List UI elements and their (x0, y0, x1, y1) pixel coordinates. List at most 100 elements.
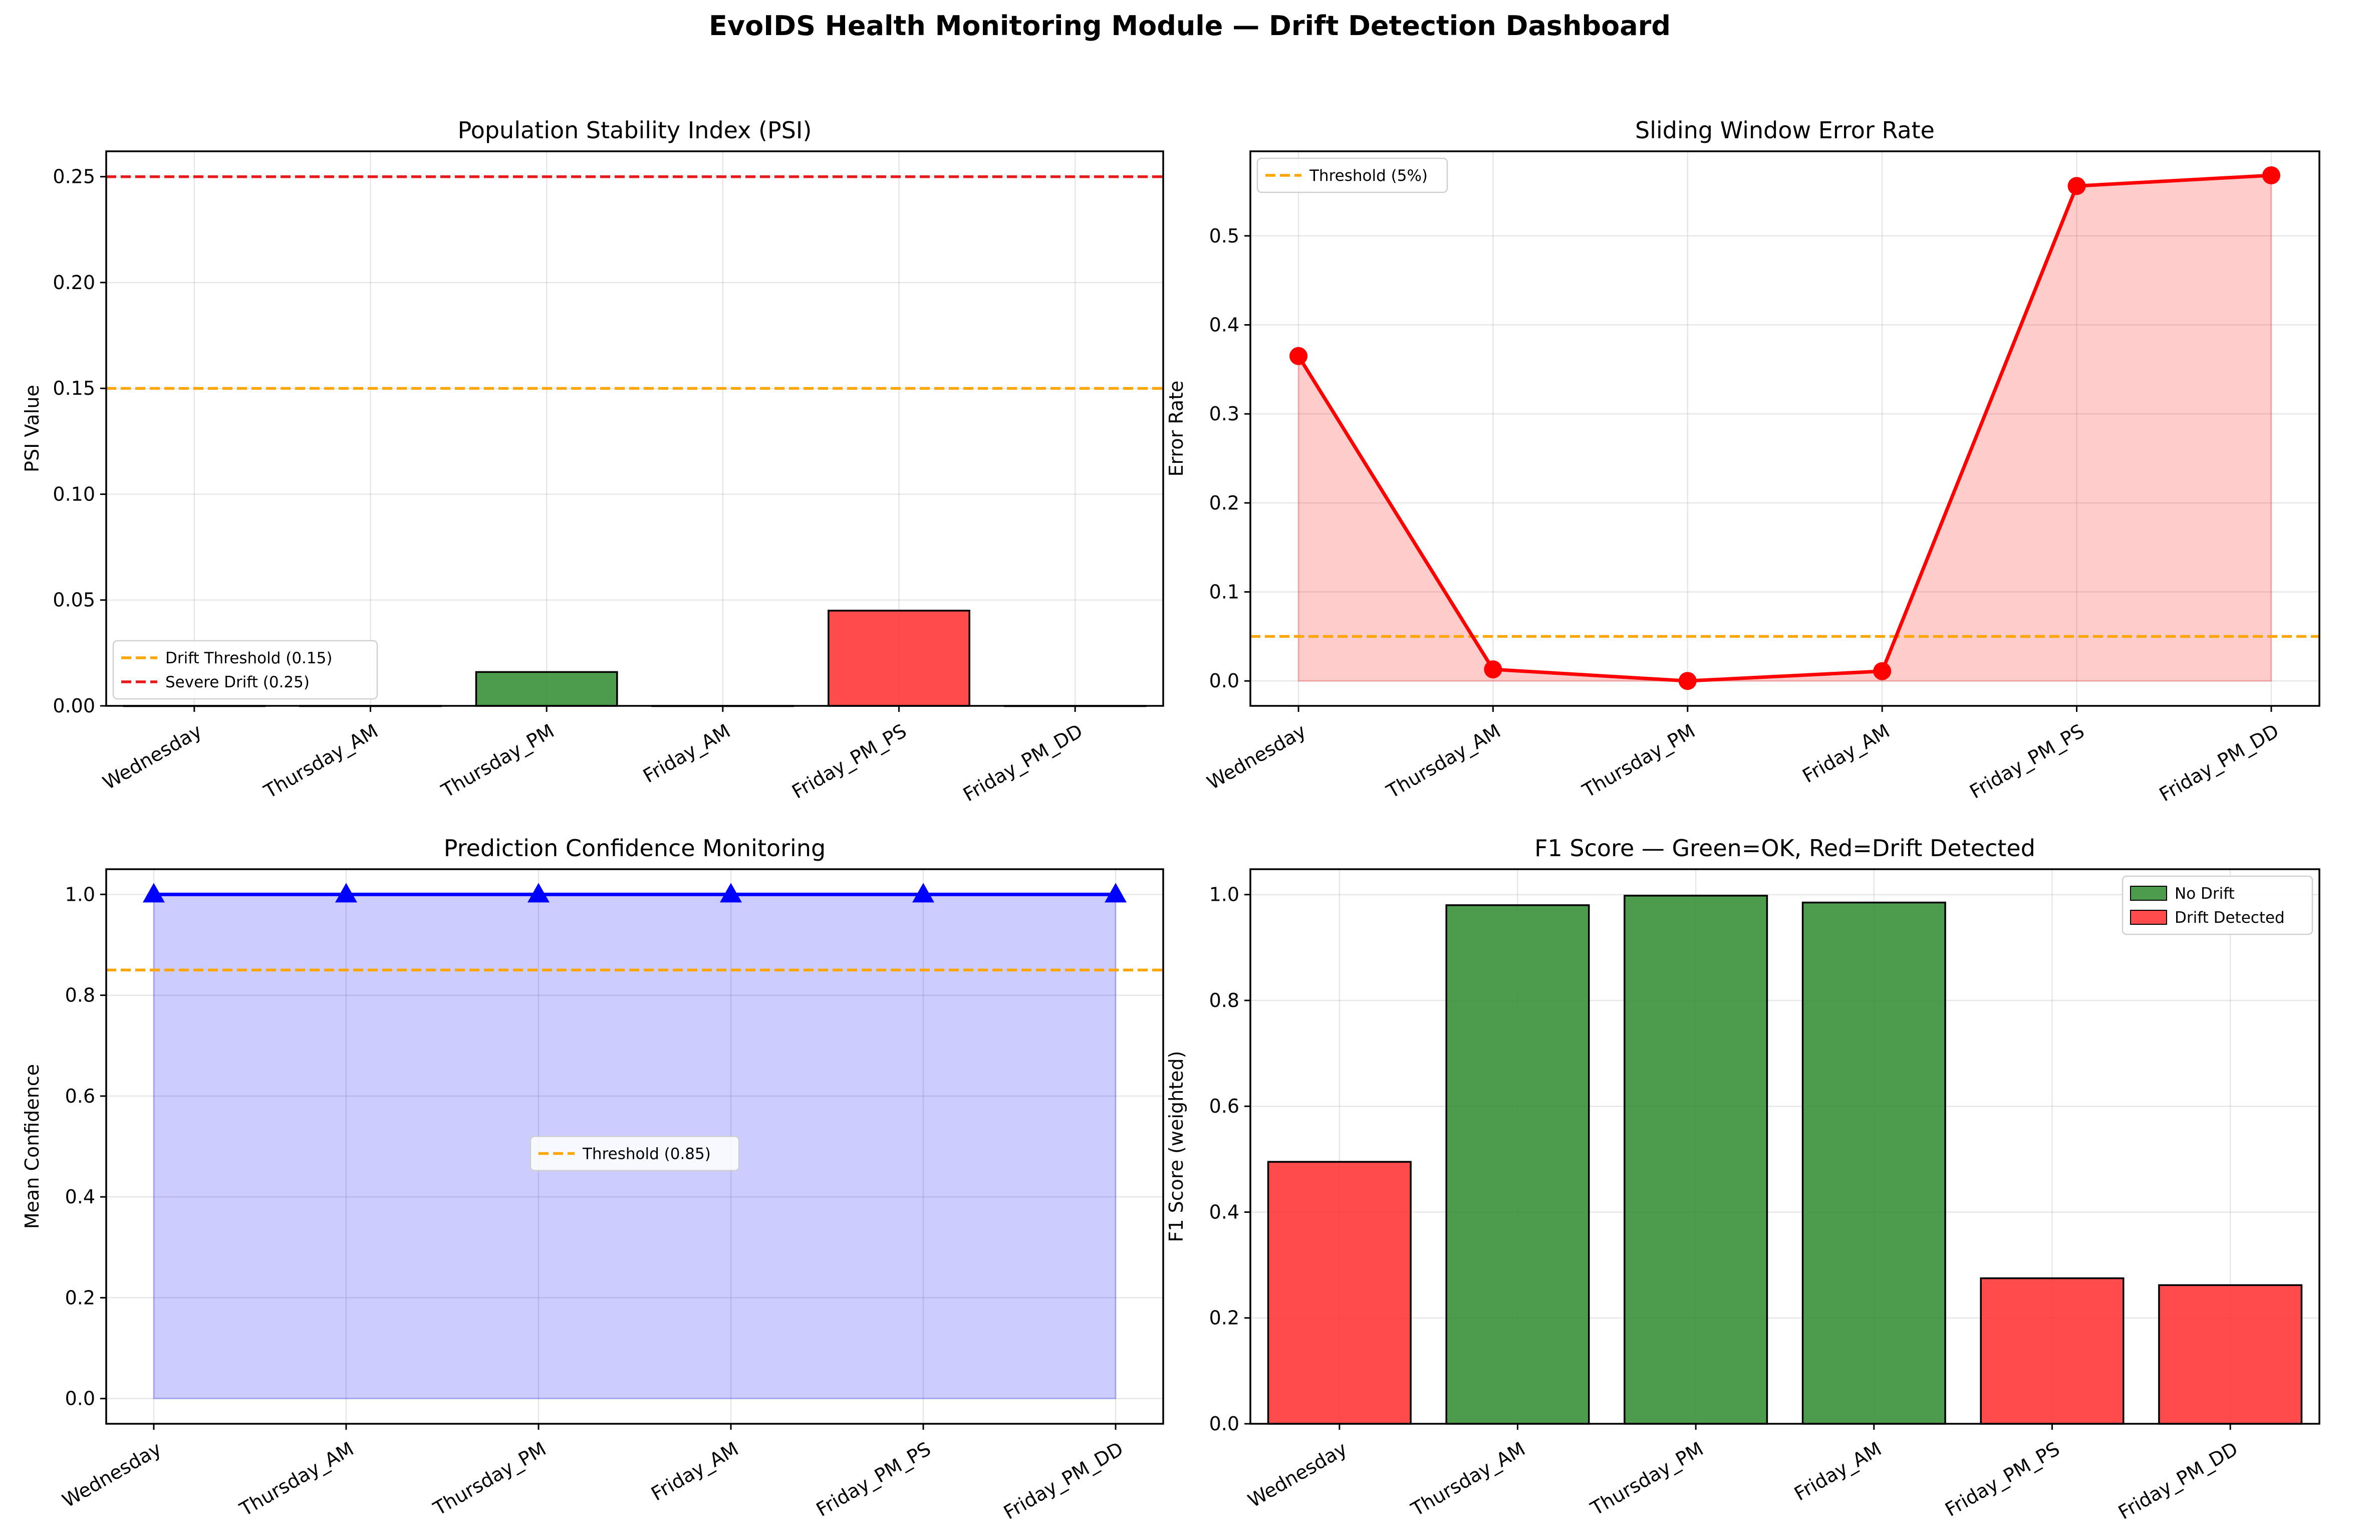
x-tick-label: Friday_PM_PS (1941, 1438, 2063, 1521)
legend: No Drift Drift Detected (2122, 875, 2313, 935)
area-fill (1297, 174, 2272, 682)
y-tick-label: 0.0 (1209, 1413, 1239, 1435)
y-tick-label: 0.20 (53, 272, 95, 294)
x-tick-label: Thursday_PM (429, 1438, 550, 1520)
data-point (1289, 347, 1308, 365)
y-tick-label: 0.10 (53, 483, 95, 505)
bar-thursday-am (1445, 904, 1590, 1425)
chart-title: Prediction Confidence Monitoring (444, 835, 826, 862)
data-point (720, 883, 742, 903)
y-tick-label: 0.2 (65, 1287, 95, 1309)
y-axis-label: PSI Value (21, 385, 43, 472)
x-tick-label: Friday_PM_DD (1000, 1438, 1127, 1524)
psi-chart: 0.00 0.05 0.10 0.15 0.20 0.25 Wednesday Thursda… (21, 117, 1164, 806)
y-tick-label: 0.6 (1209, 1095, 1239, 1117)
legend-label: Threshold (5%) (1309, 167, 1428, 185)
legend: Threshold (5%) (1256, 157, 1448, 193)
y-tick-label: 0.6 (65, 1085, 95, 1107)
plot-frame (1249, 150, 2320, 707)
x-tick-label: Friday_PM_PS (1966, 720, 2088, 803)
y-axis-label: Mean Confidence (21, 1064, 43, 1229)
legend-box (112, 640, 378, 700)
legend-swatch (2130, 886, 2167, 901)
x-tick-label: Wednesday (59, 1438, 165, 1512)
x-tick-label: Thursday_PM (1578, 720, 1699, 802)
data-point (335, 883, 357, 903)
bar-friday-am (1801, 901, 1946, 1425)
x-tick-label: Thursday_AM (235, 1438, 357, 1521)
data-point (527, 883, 550, 903)
f1-score-chart: 0.0 0.2 0.4 0.6 0.8 1.0 Wednesday Thursday_AM Th… (1165, 835, 2320, 1524)
chart-title: Sliding Window Error Rate (1635, 117, 1935, 144)
y-tick-label: 0.2 (1209, 1307, 1239, 1329)
x-tick-label: Thursday_PM (437, 720, 558, 802)
x-tick-label: Friday_PM_DD (959, 720, 1087, 806)
confidence-chart: 0.0 0.2 0.4 0.6 0.8 1.0 Wednesday Thursday_AM Th… (21, 835, 1164, 1524)
y-tick-label: 0.25 (53, 166, 95, 188)
bar-friday-pm-ps (828, 610, 970, 707)
series-line (1297, 173, 2272, 683)
y-tick-label: 0.4 (65, 1186, 95, 1208)
legend-box (2122, 875, 2313, 935)
y-axis-label: F1 Score (weighted) (1165, 1051, 1187, 1242)
y-axis-label: Error Rate (1165, 381, 1187, 477)
y-tick-label: 0.3 (1209, 403, 1239, 425)
legend-box (530, 1136, 740, 1171)
legend-label: Drift Detected (2175, 909, 2285, 927)
y-tick-label: 0.15 (53, 377, 95, 399)
x-tick-label: Thursday_PM (1586, 1438, 1707, 1520)
x-tick-label: Thursday_AM (1383, 720, 1504, 803)
data-point (2262, 166, 2280, 184)
bar-friday-pm-dd (2158, 1284, 2303, 1425)
legend-box (1256, 157, 1448, 193)
x-tick-label: Thursday_AM (1407, 1438, 1529, 1521)
x-tick-label: Friday_PM_DD (2114, 1438, 2242, 1524)
legend: Drift Threshold (0.15) Severe Drift (0.25… (112, 640, 378, 700)
page-title: EvoIDS Health Monitoring Module — Drift … (709, 10, 1671, 42)
bar-friday-pm-ps (1980, 1277, 2125, 1425)
data-point (2067, 177, 2086, 195)
legend-label: Threshold (0.85) (582, 1145, 711, 1163)
data-point (142, 883, 165, 903)
y-tick-label: 0.05 (53, 589, 95, 611)
x-tick-label: Thursday_AM (260, 720, 382, 803)
data-point (1484, 660, 1502, 679)
y-tick-label: 0.8 (65, 984, 95, 1006)
error-rate-chart: 0.0 0.1 0.2 0.3 0.4 0.5 Wednesday Thursday_AM Th… (1165, 117, 2320, 806)
x-tick-label: Friday_AM (1799, 720, 1894, 788)
y-tick-label: 0.0 (1209, 670, 1239, 692)
y-tick-label: 0.0 (65, 1388, 95, 1410)
chart-title: F1 Score — Green=OK, Red=Drift Detected (1534, 835, 2035, 862)
bar-thursday-pm (1624, 895, 1768, 1425)
y-tick-label: 0.2 (1209, 492, 1239, 514)
data-point (1105, 883, 1127, 903)
data-point (1873, 662, 1892, 680)
x-tick-label: Friday_PM_DD (2156, 720, 2283, 806)
y-tick-label: 0.5 (1209, 225, 1239, 247)
legend: Threshold (0.85) (530, 1136, 740, 1171)
legend-label: Severe Drift (0.25) (165, 673, 310, 691)
plot-frame (105, 150, 1164, 707)
x-tick-label: Wednesday (99, 720, 206, 794)
x-tick-label: Friday_PM_PS (813, 1438, 935, 1521)
y-tick-label: 0.8 (1209, 989, 1239, 1011)
x-tick-label: Friday_AM (647, 1438, 742, 1505)
x-tick-label: Friday_PM_PS (788, 720, 910, 803)
plot-frame (1249, 868, 2320, 1425)
legend-label: No Drift (2175, 885, 2235, 903)
bar-wednesday (1267, 1161, 1412, 1425)
legend-label: Drift Threshold (0.15) (165, 649, 332, 667)
legend-swatch (2130, 910, 2167, 925)
y-tick-label: 0.4 (1209, 1201, 1239, 1223)
bar-thursday-pm (475, 671, 618, 707)
x-tick-label: Friday_AM (639, 720, 734, 788)
data-point (912, 883, 935, 903)
y-tick-label: 0.1 (1209, 581, 1239, 603)
y-tick-label: 1.0 (65, 883, 95, 905)
x-tick-label: Wednesday (1203, 720, 1310, 794)
data-point (1678, 672, 1697, 690)
y-tick-label: 1.0 (1209, 884, 1239, 906)
y-tick-label: 0.00 (53, 695, 95, 717)
chart-title: Population Stability Index (PSI) (458, 117, 812, 144)
